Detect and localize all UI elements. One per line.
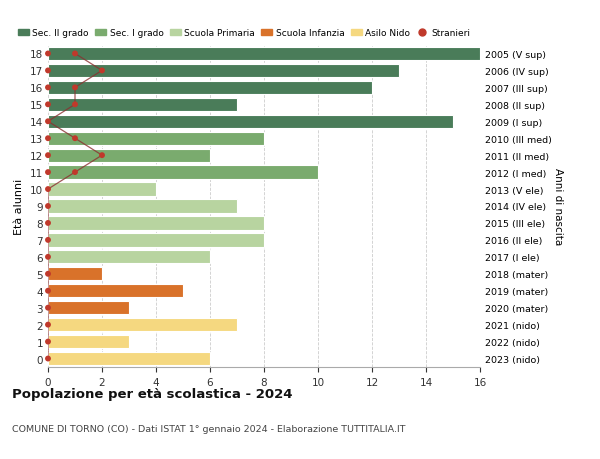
Bar xyxy=(48,166,318,179)
Point xyxy=(43,237,53,244)
Bar xyxy=(48,149,210,162)
Point xyxy=(70,135,80,143)
Legend: Sec. II grado, Sec. I grado, Scuola Primaria, Scuola Infanzia, Asilo Nido, Stran: Sec. II grado, Sec. I grado, Scuola Prim… xyxy=(18,29,470,38)
Point xyxy=(43,101,53,109)
Point xyxy=(43,135,53,143)
Point xyxy=(43,118,53,126)
Point xyxy=(43,186,53,193)
Point xyxy=(70,50,80,58)
Bar xyxy=(48,285,183,298)
Point xyxy=(70,84,80,92)
Bar xyxy=(48,183,156,196)
Bar xyxy=(48,302,129,314)
Bar xyxy=(48,251,210,264)
Point xyxy=(97,152,107,159)
Point xyxy=(43,287,53,295)
Point xyxy=(43,50,53,58)
Point xyxy=(43,169,53,176)
Point xyxy=(43,220,53,227)
Text: Popolazione per età scolastica - 2024: Popolazione per età scolastica - 2024 xyxy=(12,387,293,400)
Point xyxy=(43,304,53,312)
Y-axis label: Età alunni: Età alunni xyxy=(14,179,25,235)
Bar xyxy=(48,319,237,331)
Bar xyxy=(48,352,210,365)
Bar xyxy=(48,48,480,61)
Point xyxy=(43,152,53,159)
Bar xyxy=(48,335,129,348)
Bar xyxy=(48,99,237,112)
Point xyxy=(43,203,53,210)
Point xyxy=(43,254,53,261)
Bar xyxy=(48,200,237,213)
Point xyxy=(43,270,53,278)
Point xyxy=(43,338,53,346)
Y-axis label: Anni di nascita: Anni di nascita xyxy=(553,168,563,245)
Point xyxy=(70,101,80,109)
Point xyxy=(43,321,53,329)
Bar xyxy=(48,234,264,247)
Text: COMUNE DI TORNO (CO) - Dati ISTAT 1° gennaio 2024 - Elaborazione TUTTITALIA.IT: COMUNE DI TORNO (CO) - Dati ISTAT 1° gen… xyxy=(12,425,406,433)
Bar xyxy=(48,82,372,95)
Point xyxy=(43,84,53,92)
Point xyxy=(43,67,53,75)
Bar xyxy=(48,217,264,230)
Bar xyxy=(48,132,264,146)
Point xyxy=(97,67,107,75)
Bar xyxy=(48,65,399,78)
Point xyxy=(70,169,80,176)
Bar xyxy=(48,268,102,281)
Point xyxy=(43,355,53,363)
Bar xyxy=(48,115,453,129)
